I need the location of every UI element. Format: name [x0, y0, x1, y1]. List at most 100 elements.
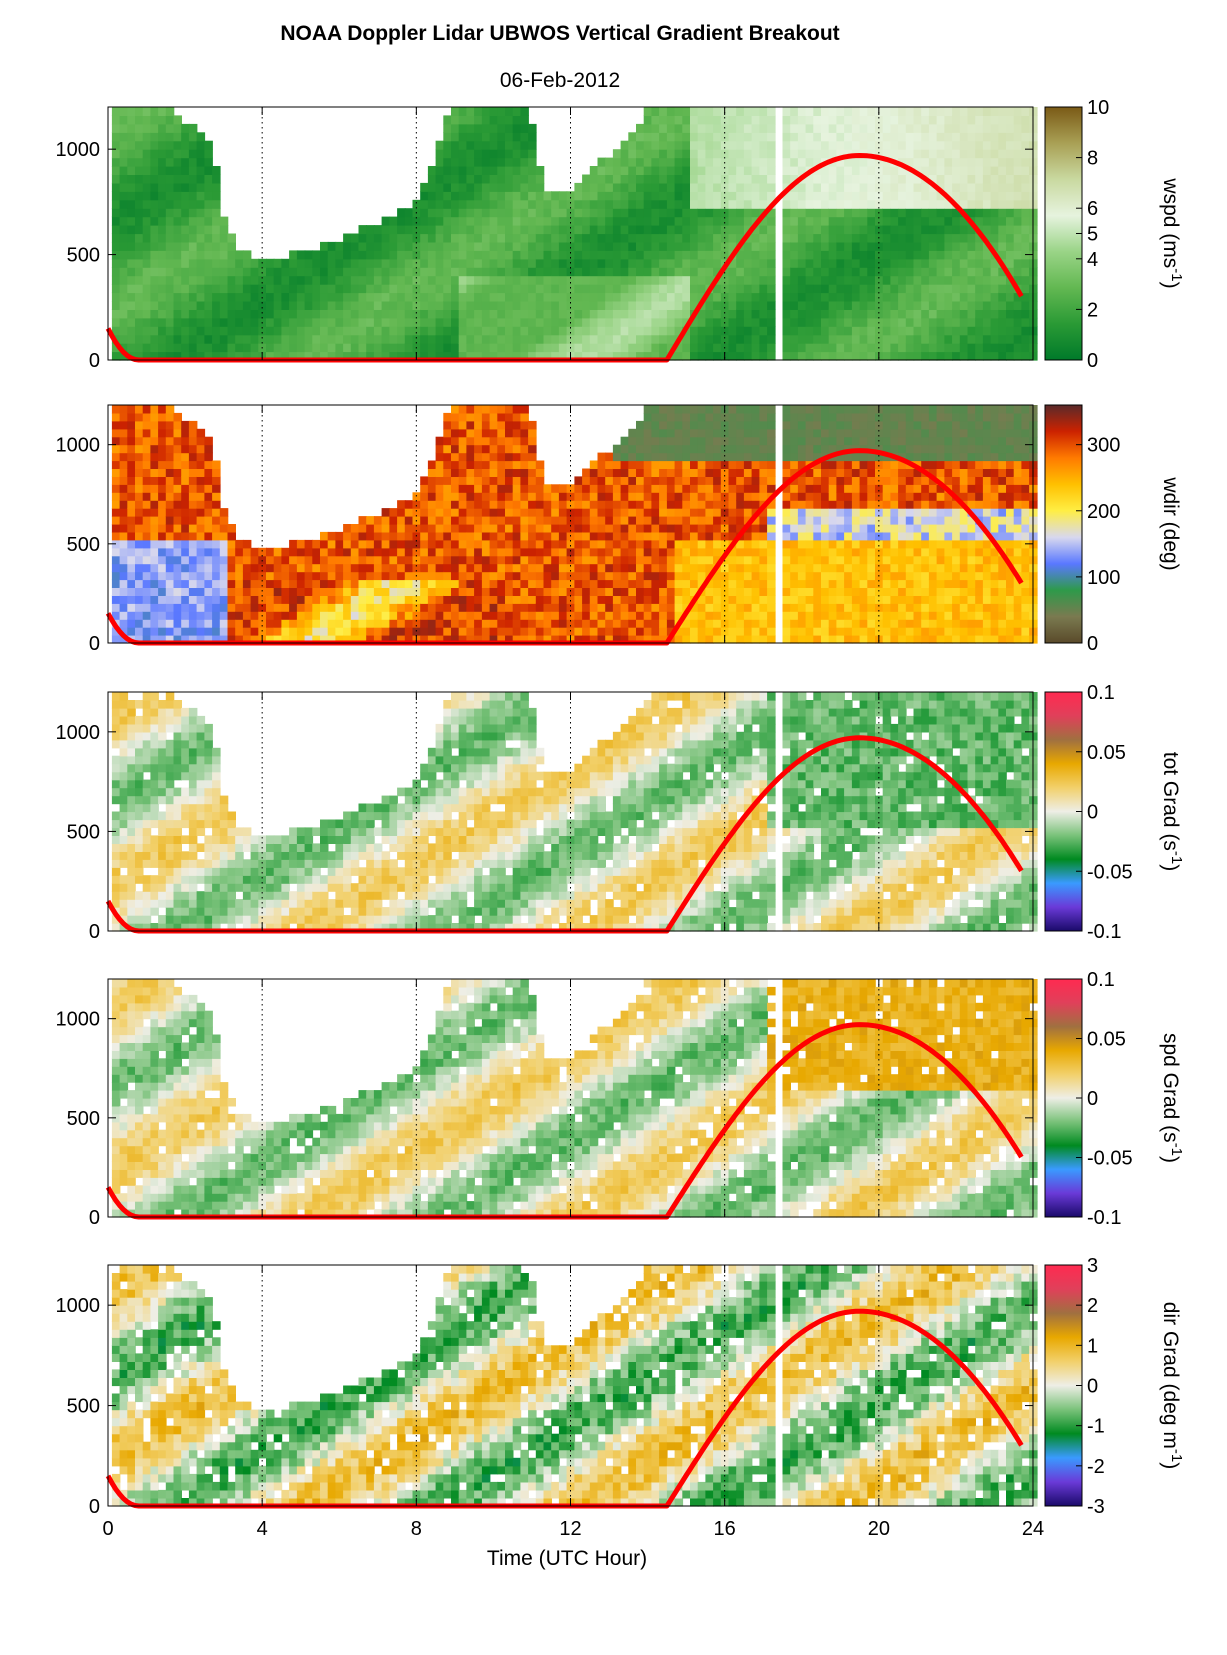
heatmap-cell: [898, 174, 907, 184]
heatmap-cell: [427, 267, 437, 277]
heatmap-cell: [705, 476, 714, 485]
heatmap-cell: [227, 539, 236, 549]
heatmap-cell: [505, 233, 514, 243]
heatmap-cell: [335, 301, 344, 310]
heatmap-cell: [119, 587, 129, 596]
heatmap-cell: [1006, 182, 1015, 192]
heatmap-cell: [381, 579, 391, 588]
heatmap-cell: [836, 174, 845, 184]
heatmap-cell: [543, 524, 552, 533]
heatmap-cell: [435, 208, 445, 218]
heatmap-cell: [142, 627, 152, 636]
heatmap-cell: [497, 484, 506, 493]
heatmap-cell: [728, 132, 737, 142]
heatmap-cell: [636, 351, 645, 361]
heatmap-cell: [543, 627, 552, 636]
heatmap-cell: [135, 555, 144, 565]
heatmap-cell: [959, 225, 969, 235]
heatmap-cell: [165, 149, 175, 159]
heatmap-cell: [451, 157, 460, 167]
heatmap-cell: [497, 579, 506, 588]
heatmap-cell: [612, 250, 622, 260]
heatmap-cell: [451, 587, 460, 596]
heatmap-cell: [373, 539, 383, 549]
heatmap-cell: [612, 611, 622, 620]
heatmap-cell: [1006, 174, 1015, 184]
heatmap-cell: [158, 351, 167, 361]
heatmap-cell: [659, 627, 668, 636]
heatmap-cell: [697, 225, 707, 235]
heatmap-cell: [196, 611, 206, 620]
heatmap-cell: [212, 611, 221, 620]
heatmap-cell: [458, 603, 468, 612]
heatmap-cell: [867, 191, 876, 201]
heatmap-cell: [127, 174, 136, 184]
heatmap-cell: [427, 595, 437, 604]
heatmap-cell: [497, 208, 506, 218]
heatmap-cell: [713, 412, 722, 422]
heatmap-cell: [589, 492, 599, 501]
heatmap-cell: [643, 468, 653, 477]
heatmap-cell: [844, 284, 853, 294]
heatmap-cell: [196, 191, 206, 201]
heatmap-cell: [767, 275, 776, 285]
heatmap-cell: [643, 587, 653, 596]
heatmap-cell: [659, 619, 668, 628]
heatmap-cell: [628, 140, 637, 150]
heatmap-cell: [936, 182, 946, 192]
heatmap-cell: [751, 115, 761, 125]
heatmap-cell: [373, 571, 383, 581]
heatmap-cell: [142, 275, 152, 285]
heatmap-cell: [435, 563, 445, 573]
heatmap-cell: [111, 166, 121, 175]
heatmap-cell: [574, 547, 583, 557]
heatmap-cell: [882, 351, 892, 361]
heatmap-cell: [666, 166, 676, 175]
heatmap-cell: [612, 317, 622, 327]
heatmap-cell: [173, 428, 182, 438]
heatmap-cell: [682, 476, 691, 485]
heatmap-cell: [520, 250, 529, 260]
heatmap-cell: [366, 225, 375, 235]
heatmap-cell: [666, 484, 676, 493]
heatmap-cell: [959, 233, 969, 243]
heatmap-cell: [1013, 199, 1023, 209]
heatmap-cell: [281, 619, 290, 628]
heatmap-cell: [165, 508, 175, 517]
heatmap-cell: [620, 547, 630, 557]
heatmap-cell: [165, 301, 175, 310]
heatmap-cell: [520, 309, 529, 319]
heatmap-cell: [967, 343, 976, 353]
heatmap-cell: [697, 539, 707, 549]
heatmap-cell: [481, 412, 491, 422]
heatmap-cell: [605, 531, 614, 541]
heatmap-cell: [1021, 275, 1030, 285]
heatmap-cell: [728, 420, 737, 430]
heatmap-cell: [713, 516, 722, 525]
heatmap-cell: [790, 182, 799, 192]
heatmap-cell: [882, 199, 892, 209]
heatmap-cell: [643, 595, 653, 604]
heatmap-cell: [296, 267, 306, 277]
heatmap-cell: [636, 275, 645, 285]
heatmap-cell: [690, 140, 699, 150]
heatmap-cell: [512, 516, 522, 525]
heatmap-cell: [158, 524, 167, 533]
heatmap-cell: [312, 635, 321, 644]
heatmap-cell: [142, 107, 152, 116]
heatmap-cell: [165, 405, 175, 414]
heatmap-cell: [528, 627, 537, 636]
heatmap-cell: [150, 334, 159, 344]
heatmap-cell: [497, 174, 506, 184]
heatmap-cell: [181, 484, 190, 493]
heatmap-cell: [196, 428, 206, 438]
heatmap-cell: [404, 284, 414, 294]
heatmap-cell: [589, 301, 599, 310]
heatmap-cell: [651, 317, 660, 327]
heatmap-cell: [397, 563, 406, 573]
heatmap-cell: [458, 275, 468, 285]
heatmap-cell: [173, 539, 182, 549]
heatmap-cell: [720, 508, 730, 517]
heatmap-cell: [135, 157, 144, 167]
heatmap-cell: [289, 539, 298, 549]
